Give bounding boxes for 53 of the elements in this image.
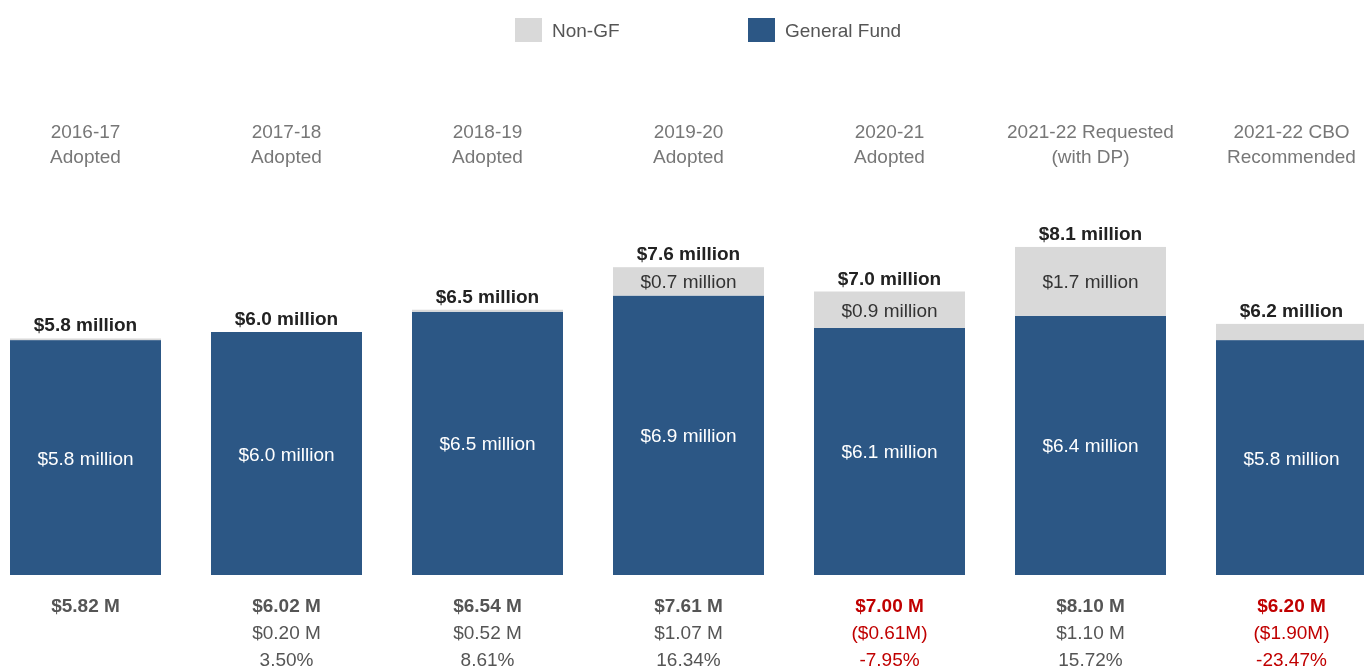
total-label: $8.1 million xyxy=(1038,222,1143,244)
bar xyxy=(613,295,764,575)
bar xyxy=(211,332,362,575)
bar xyxy=(814,327,965,575)
total-label: $6.2 million xyxy=(1239,299,1344,321)
text: $1.10 M xyxy=(1056,622,1125,643)
bar xyxy=(1015,315,1166,575)
text: 15.72% xyxy=(1058,649,1123,668)
x-tick-label: 2020-21 Adopted xyxy=(854,121,925,167)
data-label: $6.1 million xyxy=(841,441,938,463)
text: $0.20 M xyxy=(252,622,321,643)
data-label: $6.9 million xyxy=(640,425,737,447)
text: $6.20 M xyxy=(1257,595,1326,616)
data-label: $6.0 million xyxy=(238,443,335,465)
data-label: $1.7 million xyxy=(1042,271,1139,293)
bar xyxy=(412,311,563,575)
bar xyxy=(10,340,161,575)
total-label: $7.0 million xyxy=(837,267,942,289)
data-label: $5.8 million xyxy=(37,447,134,469)
data-label: $6.5 million xyxy=(439,433,536,455)
x-tick-label: 2018-19 Adopted xyxy=(452,121,523,167)
data-label: $5.8 million xyxy=(1243,447,1340,469)
data-label: $6.4 million xyxy=(1042,435,1139,457)
text: $7.61 M xyxy=(654,595,723,616)
x-tick-label: 2017-18 Adopted xyxy=(251,121,322,167)
bar xyxy=(1015,246,1166,316)
text: $7.00 M xyxy=(855,595,924,616)
x-tick-label: 2021-22 Requested (with DP) xyxy=(1007,121,1174,167)
text: $8.10 M xyxy=(1056,595,1125,616)
x-tick-label: 2016-17 Adopted xyxy=(50,121,121,167)
text: ($0.61M) xyxy=(851,622,928,643)
text: -7.95% xyxy=(859,649,920,668)
total-label: $5.8 million xyxy=(33,314,138,336)
text: -23.47% xyxy=(1256,649,1327,668)
text: $0.52 M xyxy=(453,622,522,643)
total-label: $6.0 million xyxy=(234,308,339,329)
text: $1.07 M xyxy=(654,622,723,643)
text: $6.02 M xyxy=(252,595,321,616)
total-label: $6.5 million xyxy=(435,285,540,307)
text: $6.54 M xyxy=(453,595,522,616)
text: $5.82 M xyxy=(51,595,120,616)
x-tick-label: 2019-20 Adopted xyxy=(653,121,724,167)
total-label: $7.6 million xyxy=(636,243,741,265)
x-tick-label: 2021-22 CBO Recommended xyxy=(1227,121,1356,167)
legend-label: General Fund xyxy=(785,20,902,41)
bar xyxy=(412,309,563,312)
text: ($1.90M) xyxy=(1253,622,1330,643)
data-label: $0.7 million xyxy=(640,271,737,293)
text: 16.34% xyxy=(656,649,721,668)
text: 3.50% xyxy=(259,649,314,668)
data-label: $0.9 million xyxy=(841,299,938,321)
legend-label: Non-GF xyxy=(552,20,620,41)
text: 8.61% xyxy=(460,649,515,668)
